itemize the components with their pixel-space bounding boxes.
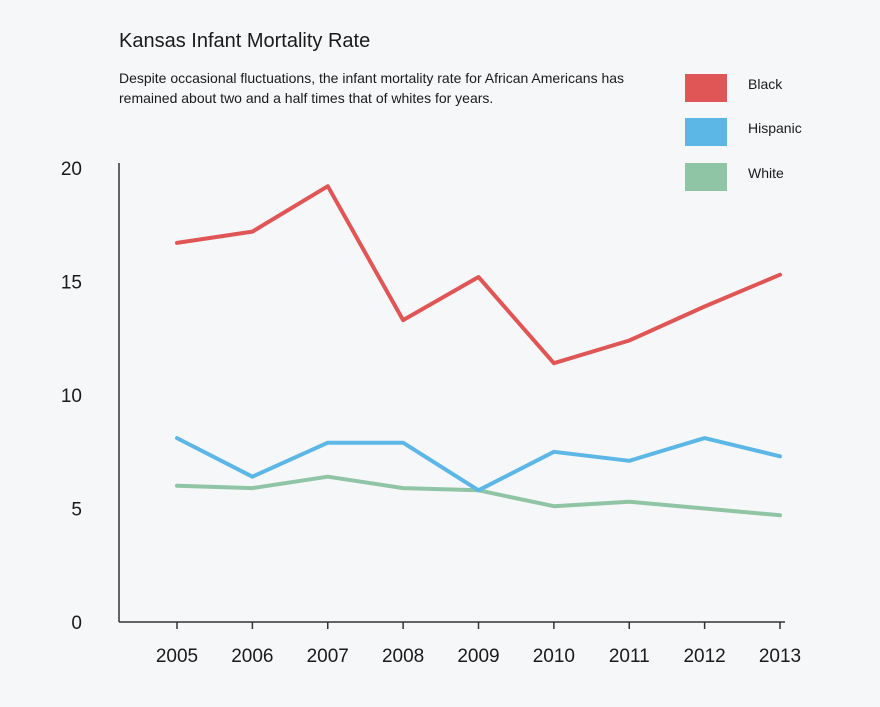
chart-subtitle: Despite occasional fluctuations, the inf… (119, 70, 625, 106)
y-tick-label: 10 (61, 386, 82, 407)
x-tick-label: 2010 (533, 646, 575, 667)
y-tick-label: 5 (71, 500, 82, 521)
chart-title: Kansas Infant Mortality Rate (119, 30, 371, 52)
x-tick-label: 2012 (683, 646, 725, 667)
x-tick-label: 2009 (457, 646, 499, 667)
legend-swatch-black (685, 74, 727, 102)
x-tick-label: 2006 (231, 646, 273, 667)
x-tick-label: 2011 (609, 646, 650, 667)
y-tick-label: 0 (71, 613, 82, 634)
legend-label-black: Black (748, 76, 783, 92)
legend-swatch-white (685, 163, 727, 191)
series-line-white (175, 474, 782, 518)
y-tick-label: 20 (61, 159, 82, 180)
x-tick-label: 2008 (382, 646, 424, 667)
legend-label-hispanic: Hispanic (748, 120, 802, 136)
series-line-hispanic (175, 436, 782, 493)
legend-label-white: White (748, 165, 784, 181)
x-tick-label: 2007 (307, 646, 349, 667)
series-line-black (175, 184, 782, 366)
x-tick-label: 2005 (156, 646, 198, 667)
legend-swatch-hispanic (685, 118, 727, 146)
y-tick-label: 15 (61, 273, 82, 294)
x-tick-label: 2013 (759, 646, 801, 667)
